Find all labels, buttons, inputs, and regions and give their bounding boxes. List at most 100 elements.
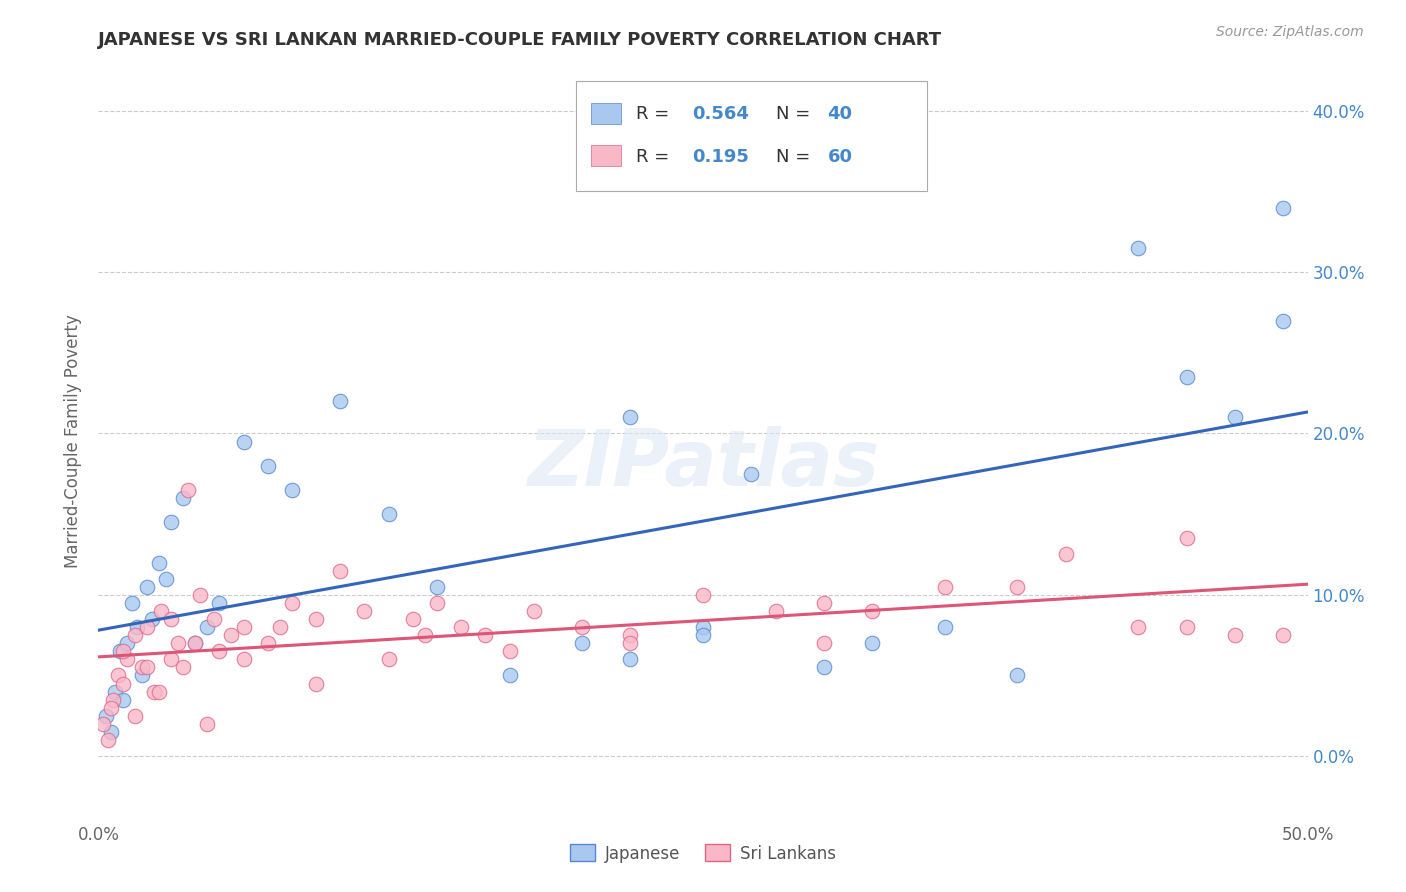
Point — [1175, 620, 1198, 634]
Point — [1272, 628, 1295, 642]
FancyBboxPatch shape — [576, 81, 927, 191]
Text: N =: N = — [776, 147, 815, 166]
Point — [135, 660, 157, 674]
Point — [107, 668, 129, 682]
Point — [135, 620, 157, 634]
Point — [860, 604, 883, 618]
Point — [256, 636, 278, 650]
Point — [1007, 580, 1029, 594]
Point — [740, 467, 762, 481]
Point — [148, 556, 170, 570]
Text: Source: ZipAtlas.com: Source: ZipAtlas.com — [1216, 25, 1364, 39]
Point — [121, 596, 143, 610]
Point — [426, 596, 449, 610]
Point — [413, 628, 436, 642]
Point — [91, 716, 114, 731]
Point — [498, 644, 520, 658]
Point — [100, 700, 122, 714]
Point — [232, 652, 254, 666]
Point — [208, 596, 231, 610]
Point — [269, 620, 291, 634]
Point — [117, 636, 139, 650]
Point — [167, 636, 190, 650]
Point — [232, 434, 254, 449]
Point — [131, 660, 153, 674]
Point — [195, 620, 218, 634]
Point — [1175, 370, 1198, 384]
Point — [172, 660, 194, 674]
Point — [160, 612, 183, 626]
Point — [208, 644, 231, 658]
Point — [571, 620, 593, 634]
Point — [195, 716, 218, 731]
Point — [188, 588, 211, 602]
Point — [1223, 628, 1246, 642]
Text: R =: R = — [637, 147, 682, 166]
Point — [1054, 548, 1077, 562]
Point — [104, 684, 127, 698]
Point — [143, 684, 166, 698]
Point — [117, 652, 139, 666]
Point — [402, 612, 425, 626]
Text: 40: 40 — [828, 105, 852, 123]
Point — [177, 483, 200, 497]
Point — [523, 604, 546, 618]
Point — [1272, 313, 1295, 327]
Point — [813, 636, 835, 650]
Text: ZIPatlas: ZIPatlas — [527, 426, 879, 502]
Point — [1175, 532, 1198, 546]
Point — [426, 580, 449, 594]
Point — [124, 708, 146, 723]
Point — [184, 636, 207, 650]
Point — [111, 692, 134, 706]
FancyBboxPatch shape — [591, 103, 621, 124]
Point — [1223, 410, 1246, 425]
Point — [619, 628, 641, 642]
Point — [101, 692, 124, 706]
Point — [1272, 201, 1295, 215]
Point — [692, 628, 714, 642]
Point — [1007, 668, 1029, 682]
Point — [329, 564, 352, 578]
FancyBboxPatch shape — [591, 145, 621, 166]
Point — [148, 684, 170, 698]
Point — [692, 620, 714, 634]
Point — [353, 604, 375, 618]
Point — [232, 620, 254, 634]
Point — [692, 588, 714, 602]
Point — [124, 628, 146, 642]
Point — [305, 612, 328, 626]
Text: 0.564: 0.564 — [692, 105, 749, 123]
Point — [450, 620, 472, 634]
Point — [97, 733, 120, 747]
Point — [108, 644, 131, 658]
Text: 0.195: 0.195 — [692, 147, 749, 166]
Point — [256, 458, 278, 473]
Text: N =: N = — [776, 105, 815, 123]
Point — [100, 725, 122, 739]
Point — [474, 628, 496, 642]
Point — [619, 652, 641, 666]
Point — [1128, 241, 1150, 255]
Point — [329, 394, 352, 409]
Point — [377, 507, 399, 521]
Y-axis label: Married-Couple Family Poverty: Married-Couple Family Poverty — [65, 315, 83, 568]
Point — [281, 483, 304, 497]
Point — [619, 636, 641, 650]
Point — [377, 652, 399, 666]
Point — [160, 515, 183, 529]
Point — [281, 596, 304, 610]
Point — [135, 580, 157, 594]
Text: 60: 60 — [828, 147, 852, 166]
Point — [498, 668, 520, 682]
Point — [111, 676, 134, 690]
Point — [1128, 620, 1150, 634]
Point — [184, 636, 207, 650]
Point — [150, 604, 173, 618]
Legend: Japanese, Sri Lankans: Japanese, Sri Lankans — [564, 838, 842, 869]
Point — [160, 652, 183, 666]
Point — [94, 708, 117, 723]
Point — [204, 612, 226, 626]
Point — [111, 644, 134, 658]
Point — [172, 491, 194, 505]
